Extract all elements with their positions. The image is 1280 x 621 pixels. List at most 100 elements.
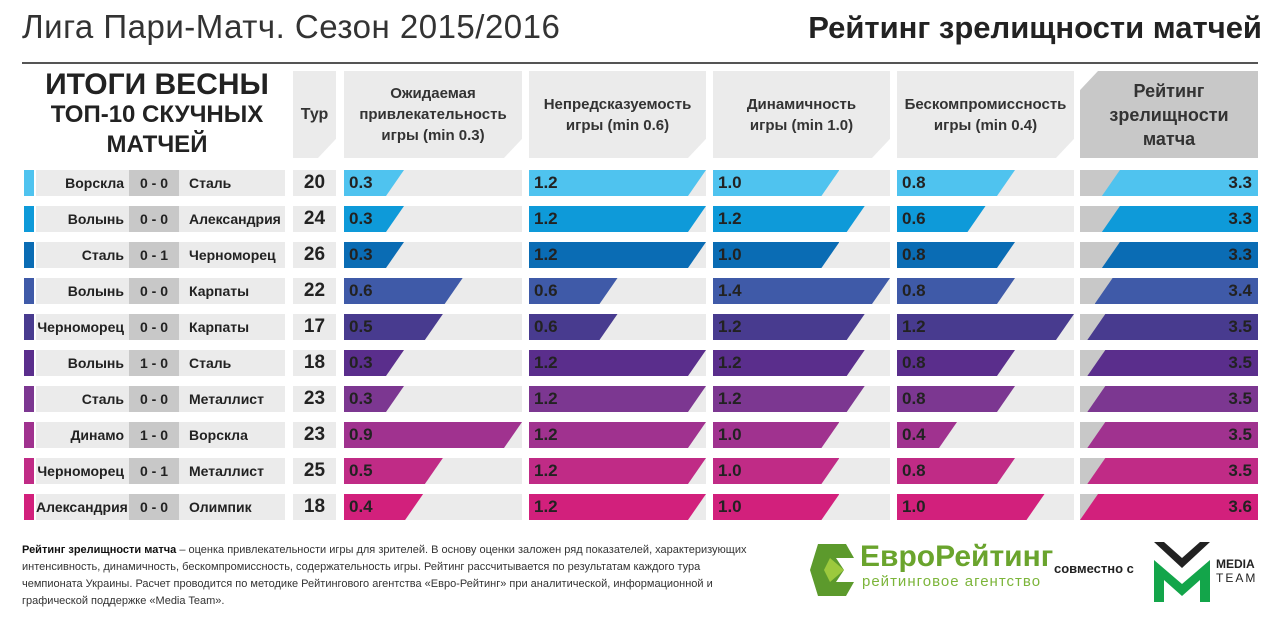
table-row: Динамо 1 - 0 Ворскла 23 0.9 1.2 1.0 0.4 …	[0, 422, 1280, 448]
metric-value: 1.2	[718, 317, 742, 336]
tur-number: 24	[293, 206, 336, 232]
home-team: Волынь	[67, 355, 124, 371]
tur-number: 26	[293, 242, 336, 268]
metric-cell-c1: 0.5	[344, 458, 522, 484]
metric-cell-c1: 0.3	[344, 206, 522, 232]
away-team: Карпаты	[189, 319, 250, 335]
metric-bar	[529, 350, 706, 376]
tur-number: 23	[293, 422, 336, 448]
eurorating-subtitle: рейтинговое агентство	[862, 573, 1042, 590]
metric-bar	[713, 314, 865, 340]
score: 1 - 0	[129, 422, 179, 448]
metric-value: 0.8	[902, 461, 926, 480]
metric-cell-c3: 1.0	[713, 170, 890, 196]
metric-cell-c3: 1.0	[713, 422, 890, 448]
metric-cell-c4: 0.8	[897, 350, 1074, 376]
table-row: Сталь 0 - 0 Металлист 23 0.3 1.2 1.2 0.8…	[0, 386, 1280, 412]
rating-value: 3.5	[1228, 425, 1252, 444]
metric-value: 0.4	[902, 425, 926, 444]
metric-bar	[344, 458, 443, 484]
rating-cell: 3.5	[1080, 458, 1258, 484]
header-rating: Рейтинг зрелищности матча	[1080, 71, 1258, 158]
metric-bar	[897, 278, 1015, 304]
rating-cell: 3.5	[1080, 386, 1258, 412]
metric-bar	[713, 206, 865, 232]
metric-cell-c3: 1.2	[713, 314, 890, 340]
metric-cell-c3: 1.4	[713, 278, 890, 304]
table-row: Черноморец 0 - 0 Карпаты 17 0.5 0.6 1.2 …	[0, 314, 1280, 340]
rating-bar	[1101, 242, 1258, 268]
metric-cell-c1: 0.3	[344, 350, 522, 376]
footnote-text: – оценка привлекательности игры для зрит…	[22, 544, 747, 607]
metric-value: 0.8	[902, 245, 926, 264]
match: Волынь 0 - 0 Карпаты	[36, 278, 285, 304]
metric-cell-c2: 1.2	[529, 350, 706, 376]
footnote: Рейтинг зрелищности матча – оценка привл…	[22, 542, 762, 610]
match: Сталь 0 - 1 Черноморец	[36, 242, 285, 268]
score: 0 - 0	[129, 206, 179, 232]
metric-cell-c2: 1.2	[529, 422, 706, 448]
headline-line2: ТОП-10 СКУЧНЫХ	[50, 101, 264, 128]
metric-value: 0.6	[534, 281, 558, 300]
metric-cell-c2: 1.2	[529, 494, 706, 520]
match: Волынь 0 - 0 Александрия	[36, 206, 285, 232]
metric-bar	[713, 458, 839, 484]
rating-bar	[1087, 458, 1258, 484]
metric-bar	[713, 278, 890, 304]
metric-bar	[897, 494, 1045, 520]
metric-bar	[897, 314, 1074, 340]
metric-cell-c2: 1.2	[529, 242, 706, 268]
metric-cell-c4: 0.8	[897, 386, 1074, 412]
metric-value: 0.3	[349, 173, 373, 192]
rating-value: 3.6	[1228, 497, 1252, 516]
table-row: Сталь 0 - 1 Черноморец 26 0.3 1.2 1.0 0.…	[0, 242, 1280, 268]
metric-value: 0.8	[902, 281, 926, 300]
metric-bar	[897, 170, 1015, 196]
score: 0 - 0	[129, 278, 179, 304]
tur-number: 20	[293, 170, 336, 196]
rating-cell: 3.3	[1080, 242, 1258, 268]
metric-value: 1.2	[718, 353, 742, 372]
metric-cell-c1: 0.9	[344, 422, 522, 448]
away-team: Сталь	[189, 355, 232, 371]
row-color-stripe	[24, 278, 34, 304]
row-color-stripe	[24, 170, 34, 196]
rating-value: 3.5	[1228, 461, 1252, 480]
rating-bar	[1087, 350, 1258, 376]
metric-bar	[897, 386, 1015, 412]
home-team: Александрия	[36, 499, 128, 515]
rating-cell: 3.3	[1080, 206, 1258, 232]
metric-value: 1.2	[534, 245, 558, 264]
footnote-bold: Рейтинг зрелищности матча	[22, 544, 177, 556]
tur-number: 25	[293, 458, 336, 484]
headline: ИТОГИ ВЕСНЫ ТОП-10 СКУЧНЫХ МАТЧЕЙ	[24, 70, 290, 160]
table-row: Волынь 1 - 0 Сталь 18 0.3 1.2 1.2 0.8 3.…	[0, 350, 1280, 376]
tur-number: 22	[293, 278, 336, 304]
metric-bar	[344, 422, 522, 448]
headline-line1: ИТОГИ ВЕСНЫ	[45, 68, 269, 101]
metric-value: 1.2	[902, 317, 926, 336]
metric-value: 1.0	[718, 245, 742, 264]
metric-bar	[529, 242, 706, 268]
metric-value: 1.0	[718, 461, 742, 480]
metric-value: 0.8	[902, 173, 926, 192]
away-team: Черноморец	[189, 247, 276, 263]
metric-value: 0.3	[349, 245, 373, 264]
metric-cell-c2: 1.2	[529, 170, 706, 196]
metric-value: 1.2	[534, 173, 558, 192]
table-row: Волынь 0 - 0 Александрия 24 0.3 1.2 1.2 …	[0, 206, 1280, 232]
metric-value: 1.2	[718, 209, 742, 228]
metric-bar	[529, 170, 706, 196]
metric-bar	[897, 458, 1015, 484]
home-team: Волынь	[67, 211, 124, 227]
away-team: Металлист	[189, 391, 264, 407]
metric-cell-c1: 0.3	[344, 386, 522, 412]
home-team: Волынь	[67, 283, 124, 299]
metric-cell-c4: 0.8	[897, 170, 1074, 196]
metric-value: 1.2	[534, 425, 558, 444]
metric-bar	[713, 422, 839, 448]
metric-bar	[713, 242, 839, 268]
row-color-stripe	[24, 386, 34, 412]
metric-bar	[713, 494, 839, 520]
match: Динамо 1 - 0 Ворскла	[36, 422, 285, 448]
